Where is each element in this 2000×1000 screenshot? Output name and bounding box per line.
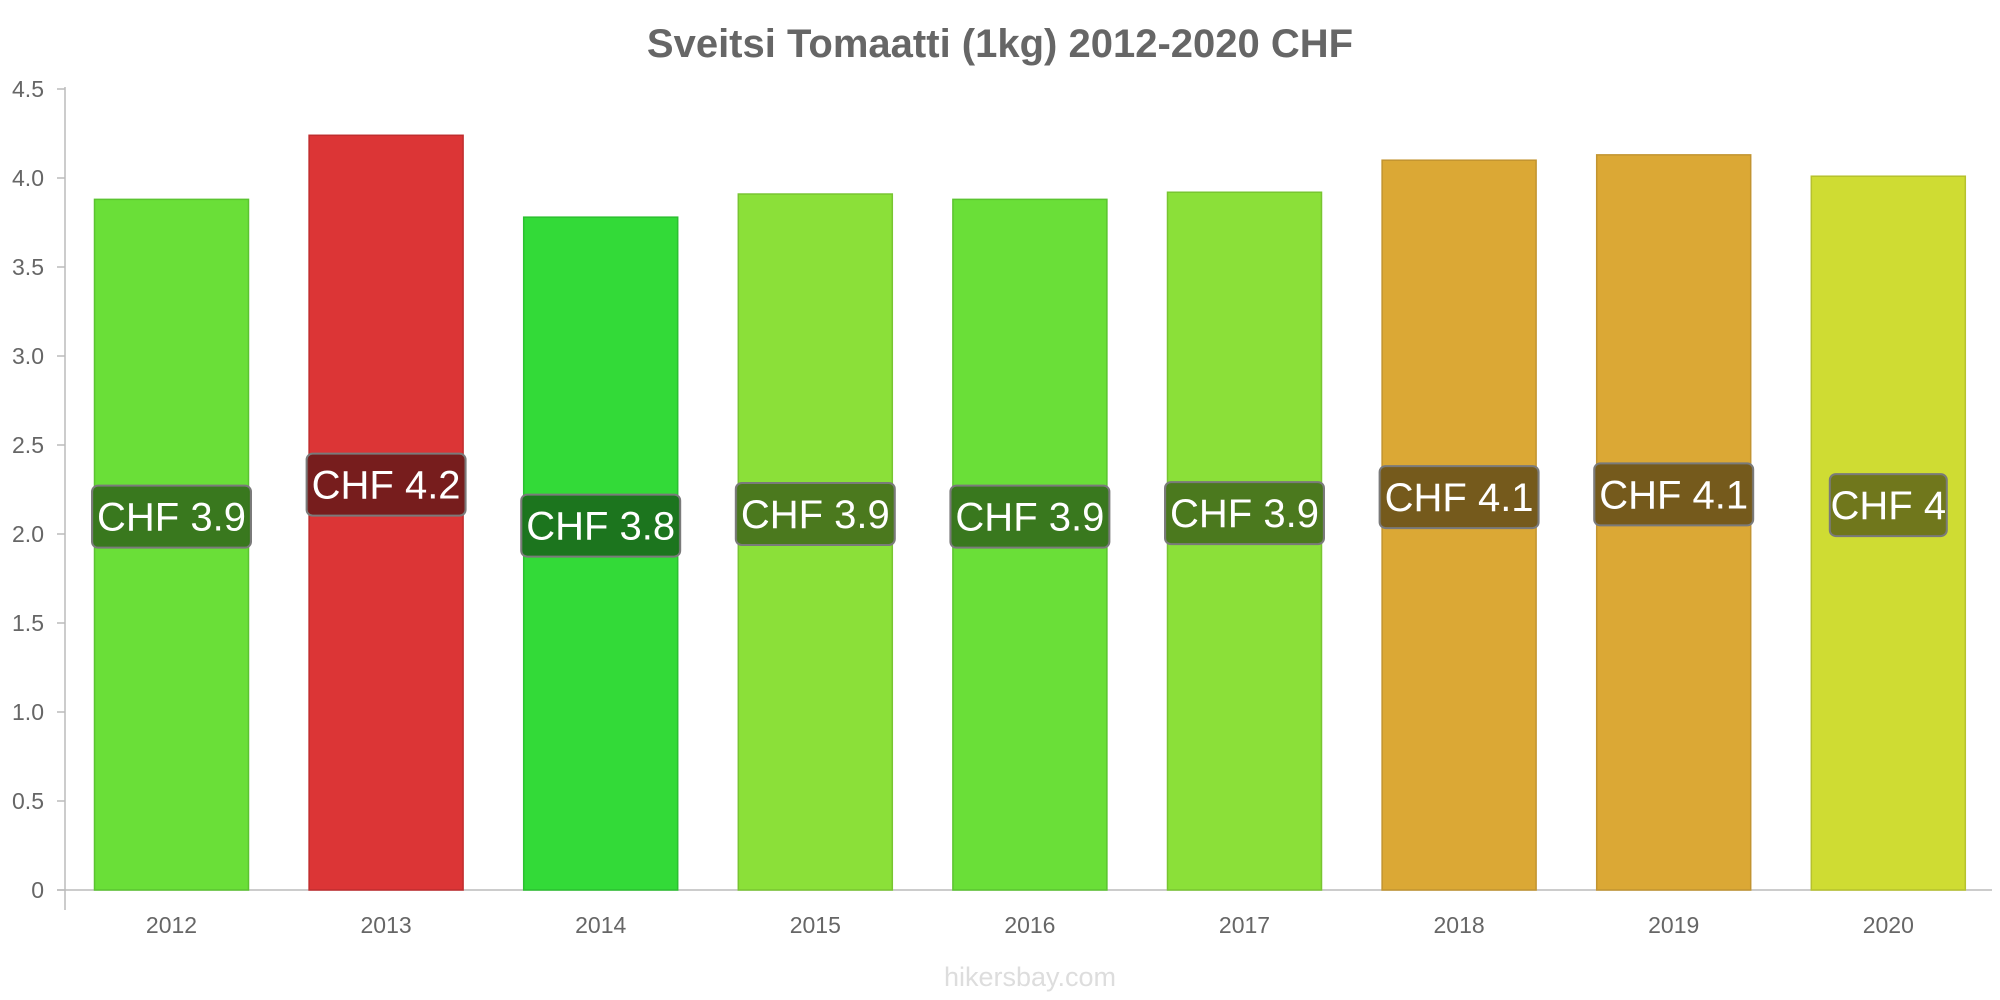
x-tick-label: 2017 [1219, 912, 1270, 938]
x-tick-label: 2012 [146, 912, 197, 938]
data-label-box [305, 452, 467, 517]
y-tick-label: 2.0 [12, 521, 44, 547]
data-label: CHF 3.9 [1170, 492, 1319, 536]
y-tick-label: 4.5 [12, 76, 44, 102]
data-label-box [1593, 462, 1755, 527]
data-label-box [949, 484, 1111, 549]
data-label-box [734, 482, 896, 547]
y-tick-label: 3.0 [12, 343, 44, 369]
data-label-box [1378, 465, 1540, 530]
y-tick-label: 1.0 [12, 699, 44, 725]
x-tick-label: 2019 [1648, 912, 1699, 938]
data-label: CHF 4.1 [1385, 476, 1534, 520]
x-tick-label: 2014 [575, 912, 626, 938]
data-label: CHF 3.9 [955, 496, 1104, 540]
data-label: CHF 4.2 [312, 464, 461, 508]
data-label: CHF 3.9 [97, 496, 246, 540]
data-label: CHF 4 [1831, 484, 1947, 528]
y-tick-label: 1.5 [12, 610, 44, 636]
data-label: CHF 3.9 [741, 493, 890, 537]
y-tick-label: 0 [31, 877, 44, 903]
data-label: CHF 3.8 [526, 505, 675, 549]
x-tick-label: 2020 [1863, 912, 1914, 938]
x-tick-label: 2015 [790, 912, 841, 938]
x-tick-label: 2013 [361, 912, 412, 938]
data-label-box [1164, 481, 1325, 546]
x-tick-label: 2016 [1004, 912, 1055, 938]
x-tick-label: 2018 [1434, 912, 1485, 938]
data-label-box [520, 493, 682, 558]
y-tick-label: 3.5 [12, 254, 44, 280]
y-tick-label: 4.0 [12, 165, 44, 191]
data-labels: CHF 3.9 CHF 4.2 CHF 3.8 CHF 3.9 CHF 3.9 CHF 3… [91, 452, 1948, 558]
data-label-box [91, 484, 252, 549]
y-tick-label: 2.5 [12, 432, 44, 458]
chart-title: Sveitsi Tomaatti (1kg) 2012-2020 CHF [647, 22, 1353, 66]
y-tick-label: 0.5 [12, 788, 44, 814]
axes: 0 0.5 1.0 1.5 2.0 2.5 3.0 3.5 4.0 4.5 2012 2013 2014… [12, 76, 1992, 938]
data-label-box [1828, 473, 1948, 538]
data-label: CHF 4.1 [1599, 473, 1748, 517]
watermark: hikersbay.com [944, 962, 1116, 992]
